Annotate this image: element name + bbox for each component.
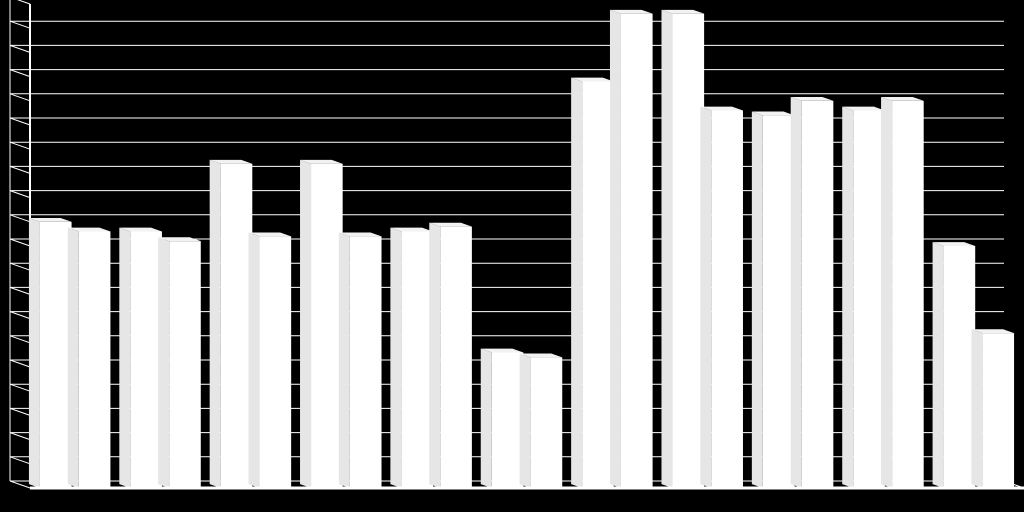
bar-front bbox=[802, 101, 834, 488]
bar-chart-3d bbox=[0, 0, 1024, 512]
bar-side bbox=[520, 353, 531, 488]
bar-side bbox=[158, 237, 169, 488]
bar-front bbox=[672, 14, 704, 488]
bar-front bbox=[492, 352, 524, 488]
bar-front bbox=[169, 241, 201, 488]
bar-side bbox=[210, 160, 221, 488]
bar-side bbox=[429, 223, 440, 488]
bar-side bbox=[933, 242, 944, 488]
bar-front bbox=[350, 236, 382, 488]
bar-side bbox=[68, 228, 79, 488]
bar-front bbox=[311, 164, 343, 488]
bar-side bbox=[249, 232, 260, 488]
bar-front bbox=[944, 246, 976, 488]
bar-front bbox=[853, 110, 885, 488]
bar-side bbox=[971, 329, 982, 488]
bar-side bbox=[481, 349, 492, 488]
bar-side bbox=[300, 160, 311, 488]
bar-side bbox=[29, 218, 40, 488]
bar-front bbox=[982, 333, 1014, 488]
bar-front bbox=[40, 222, 72, 488]
bar-side bbox=[661, 10, 672, 488]
bar-side bbox=[752, 111, 763, 488]
bar-side bbox=[842, 107, 853, 488]
bar-front bbox=[401, 231, 433, 488]
bar-front bbox=[582, 81, 614, 488]
bar-front bbox=[711, 110, 743, 488]
bar-side bbox=[571, 78, 582, 488]
bar-side bbox=[700, 107, 711, 488]
bar-front bbox=[763, 115, 795, 488]
bar-front bbox=[892, 101, 924, 488]
bar-front bbox=[221, 164, 253, 488]
bar-side bbox=[791, 97, 802, 488]
bar-front bbox=[79, 231, 111, 488]
bar-front bbox=[130, 231, 162, 488]
chart-svg bbox=[0, 0, 1024, 512]
bar-side bbox=[881, 97, 892, 488]
bar-side bbox=[610, 10, 621, 488]
bar-front bbox=[531, 357, 563, 488]
bar-front bbox=[440, 227, 472, 488]
bar-side bbox=[339, 232, 350, 488]
bar-front bbox=[621, 14, 653, 488]
bar-front bbox=[260, 236, 292, 488]
bar-side bbox=[390, 228, 401, 488]
bar-side bbox=[119, 228, 130, 488]
